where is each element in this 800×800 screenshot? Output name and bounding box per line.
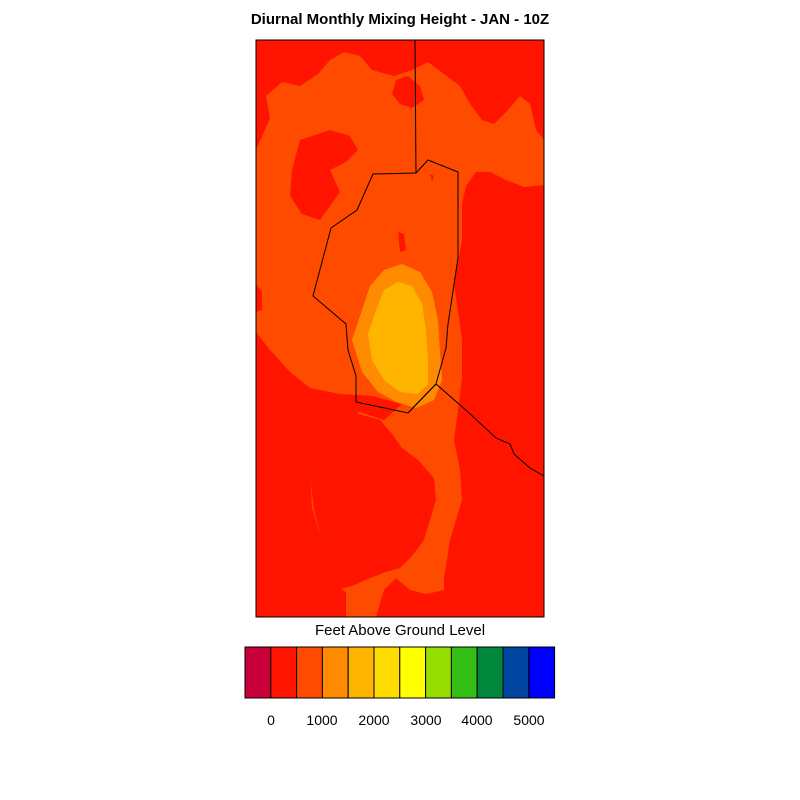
colorbar-tick-label: 2000 [358,712,390,728]
colorbar-swatch [502,646,530,699]
colorbar-tick-label: 0 [267,712,275,728]
colorbar-swatch [321,646,349,699]
colorbar-swatch [425,646,452,699]
colorbar-swatch [347,646,375,699]
colorbar-tick-label: 5000 [513,712,545,728]
contour-red-blob-top [392,76,424,108]
colorbar-swatch [373,646,401,699]
colorbar-tick-label: 1000 [306,712,338,728]
colorbar-swatch [528,646,556,699]
contour-red-blob-left [290,130,358,220]
contour-amber-region [368,282,428,394]
colorbar [244,646,556,699]
contour-red-blob-left3 [270,424,274,430]
contour-red-blob-mid2 [430,174,434,182]
contour-red-blob-mid [398,232,406,252]
colorbar-tick-label: 3000 [410,712,442,728]
colorbar-swatch [296,646,323,699]
colorbar-swatch [399,646,427,699]
colorbar-label: Feet Above Ground Level [314,622,486,639]
boundary-lines [312,39,545,477]
colorbar-swatch [244,646,272,699]
boundary-outline [312,159,459,414]
colorbar-swatch [476,646,504,699]
colorbar-tick-label: 4000 [461,712,493,728]
colorbar-swatch [450,646,478,699]
contour-red-lower-region [310,412,436,590]
contour-red-blob-left2 [256,284,262,312]
map-frame [255,39,545,618]
boundary-north-line [414,39,417,174]
map-title: Diurnal Monthly Mixing Height - JAN - 10… [250,11,550,28]
boundary-southeast-line [407,383,545,477]
contour-field [256,40,544,617]
colorbar-swatch [270,646,298,699]
